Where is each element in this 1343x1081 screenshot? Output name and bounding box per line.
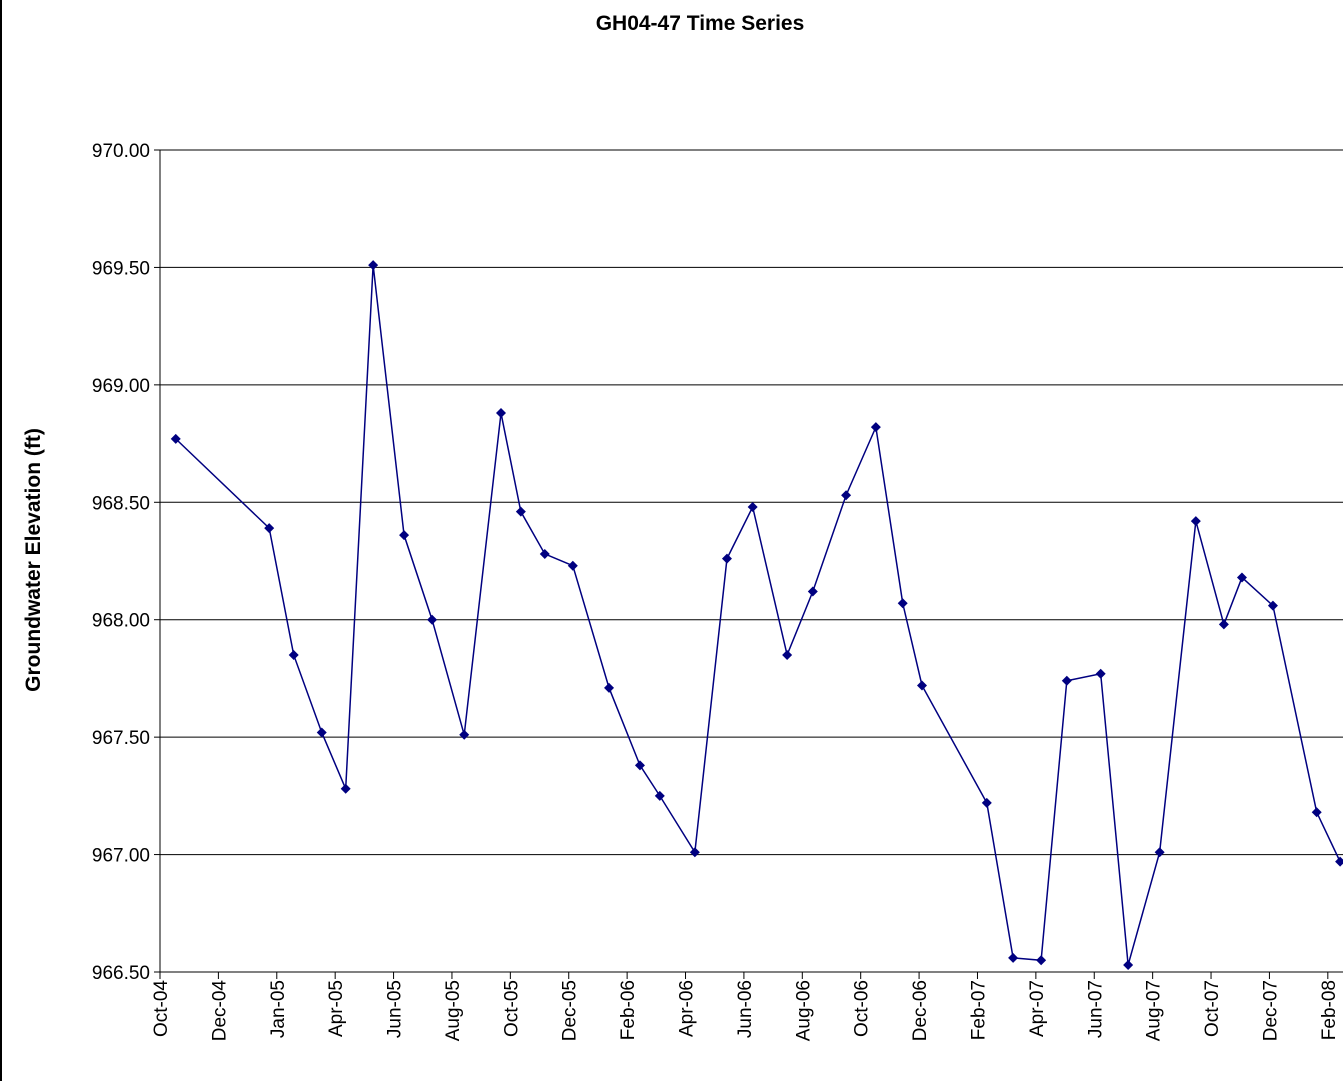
x-tick-label: Aug-05 xyxy=(443,980,464,1041)
x-tick-label: Jan-05 xyxy=(268,980,289,1038)
marker xyxy=(496,408,507,419)
marker xyxy=(604,682,615,693)
x-tick-label: Dec-05 xyxy=(560,980,581,1041)
marker xyxy=(368,260,379,271)
marker xyxy=(539,548,550,559)
x-tick-label: Oct-04 xyxy=(151,980,172,1037)
x-tick-label: Dec-07 xyxy=(1260,980,1281,1041)
marker xyxy=(1154,847,1165,858)
y-tick-label: 969.00 xyxy=(92,376,150,397)
marker xyxy=(1036,955,1047,966)
marker xyxy=(459,729,470,740)
marker xyxy=(515,506,526,517)
y-axis-label: Groundwater Elevation (ft) xyxy=(22,428,45,692)
marker xyxy=(1236,572,1247,583)
marker xyxy=(340,783,351,794)
marker xyxy=(567,560,578,571)
marker xyxy=(1311,807,1322,818)
marker xyxy=(654,790,665,801)
marker xyxy=(264,523,275,534)
y-tick-label: 970.00 xyxy=(92,141,150,162)
marker xyxy=(634,760,645,771)
y-tick-label: 968.50 xyxy=(92,493,150,514)
x-tick-label: Apr-07 xyxy=(1027,980,1048,1037)
x-tick-label: Jun-05 xyxy=(385,980,406,1038)
x-tick-label: Jun-06 xyxy=(735,980,756,1038)
chart-title: GH04-47 Time Series xyxy=(596,12,805,35)
y-tick-label: 968.00 xyxy=(92,611,150,632)
marker xyxy=(1218,619,1229,630)
y-tick-label: 969.50 xyxy=(92,258,150,279)
x-tick-label: Aug-07 xyxy=(1144,980,1165,1041)
marker xyxy=(870,422,881,433)
marker xyxy=(841,490,852,501)
x-tick-label: Apr-05 xyxy=(326,980,347,1037)
series-line xyxy=(175,264,1341,966)
marker xyxy=(981,797,992,808)
marker xyxy=(399,530,410,541)
marker xyxy=(170,433,181,444)
y-tick-label: 967.00 xyxy=(92,846,150,867)
x-tick-label: Feb-06 xyxy=(618,980,639,1040)
marker xyxy=(721,553,732,564)
x-tick-label: Feb-07 xyxy=(968,980,989,1040)
y-tick-label: 966.50 xyxy=(92,963,150,984)
marker xyxy=(917,680,928,691)
x-tick-label: Aug-06 xyxy=(793,980,814,1041)
x-tick-label: Apr-06 xyxy=(677,980,698,1037)
marker xyxy=(897,598,908,609)
marker xyxy=(807,586,818,597)
marker xyxy=(1095,668,1106,679)
x-tick-label: Jun-07 xyxy=(1085,980,1106,1038)
marker xyxy=(427,614,438,625)
marker xyxy=(1061,675,1072,686)
marker xyxy=(288,649,299,660)
x-tick-label: Oct-05 xyxy=(501,980,522,1037)
x-tick-label: Oct-07 xyxy=(1202,980,1223,1037)
marker xyxy=(689,847,700,858)
marker xyxy=(782,649,793,660)
marker xyxy=(747,501,758,512)
x-tick-label: Oct-06 xyxy=(852,980,873,1037)
y-tick-label: 967.50 xyxy=(92,728,150,749)
marker xyxy=(1267,600,1278,611)
marker xyxy=(1335,856,1343,867)
marker xyxy=(1008,952,1019,963)
x-tick-label: Feb-08 xyxy=(1319,980,1340,1040)
marker xyxy=(316,727,327,738)
x-tick-label: Dec-06 xyxy=(910,980,931,1041)
marker xyxy=(1123,959,1134,970)
x-tick-label: Dec-04 xyxy=(209,980,230,1042)
marker xyxy=(1190,516,1201,527)
